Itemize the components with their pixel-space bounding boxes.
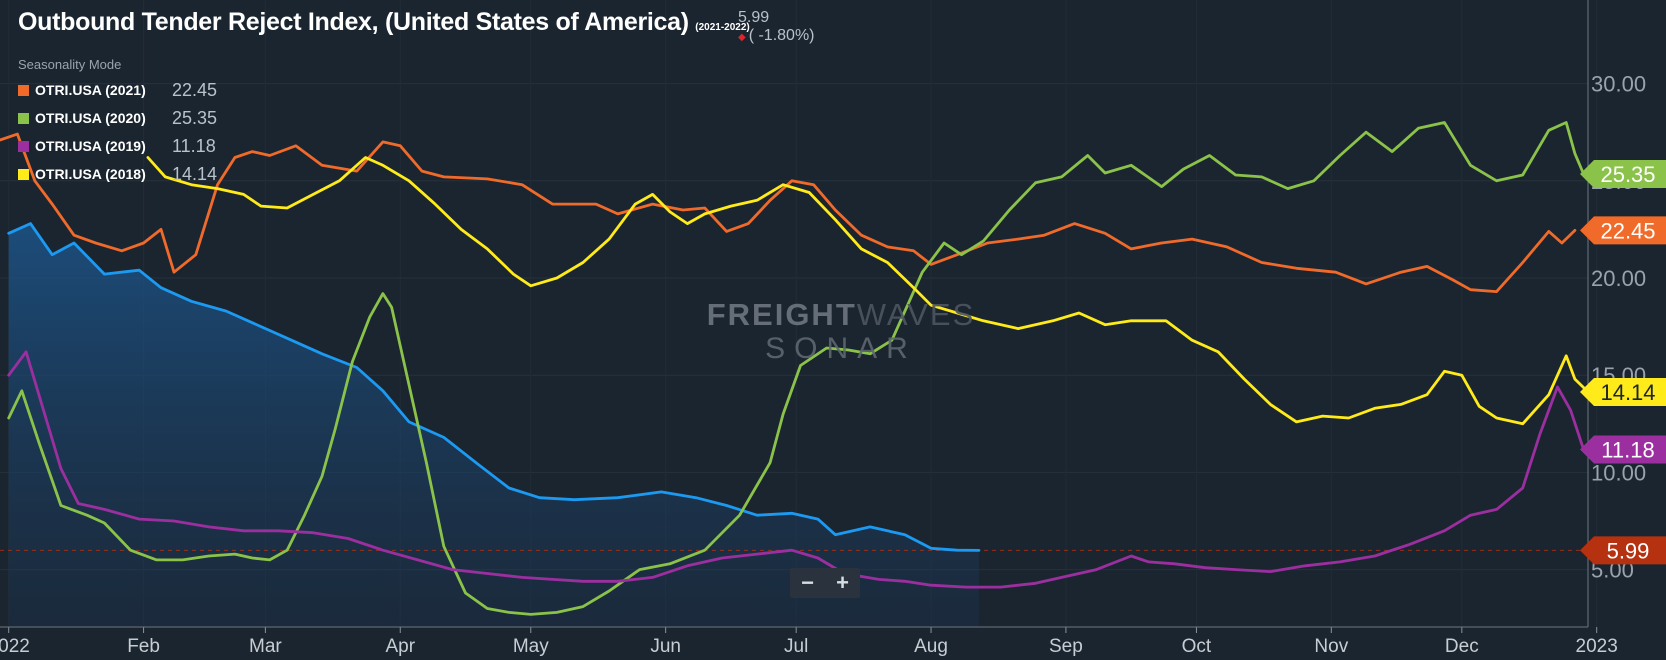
seasonality-mode-label: Seasonality Mode (18, 57, 122, 72)
series-lines (0, 121, 1590, 616)
x-tick-label: Jul (784, 636, 808, 657)
series-line (7, 121, 1585, 616)
series-line (146, 156, 1590, 426)
change-row: ◆( -1.80%) (738, 27, 815, 47)
series-area-fill (8, 223, 979, 627)
title-text: Outbound Tender Reject Index, (United St… (18, 8, 689, 36)
y-tick-label: 20.00 (1591, 266, 1646, 291)
change-value: ( -1.80%) (748, 27, 815, 44)
zoom-out-button[interactable]: − (801, 570, 814, 595)
legend-name: OTRI.USA (2019) (35, 138, 146, 154)
legend-value: 14.14 (172, 163, 218, 184)
x-tick-label: Oct (1182, 636, 1212, 657)
legend-item-2019[interactable]: OTRI.USA (2019) 11.18 (18, 132, 217, 160)
x-tick-label: Aug (914, 636, 948, 657)
end-value-tag (1580, 435, 1666, 464)
x-tick-label: Nov (1314, 636, 1348, 657)
legend-swatch (18, 112, 29, 124)
legend-name: OTRI.USA (2018) (35, 166, 146, 182)
end-value-tag (1580, 536, 1666, 565)
y-tick-label: 10.00 (1591, 460, 1646, 485)
down-arrow-icon: ◆ (738, 32, 746, 43)
x-tick-label: Dec (1445, 636, 1479, 657)
series-line (7, 222, 981, 552)
end-value-label: 5.99 (1607, 538, 1650, 563)
end-value-label: 22.45 (1600, 218, 1655, 243)
end-value-tag (1580, 377, 1666, 406)
zoom-controls: − + (790, 568, 860, 598)
end-value-label: 25.35 (1600, 162, 1655, 187)
legend-name: OTRI.USA (2020) (35, 110, 146, 126)
legend-swatch (18, 168, 29, 180)
legend-swatch (18, 140, 29, 152)
legend: OTRI.USA (2021) 22.45 OTRI.USA (2020) 25… (18, 76, 217, 188)
legend-value: 11.18 (172, 135, 216, 156)
end-value-tags: 5.99 22.45 25.35 11.18 14.14 (1580, 160, 1666, 565)
x-tick-label: 2022 (0, 636, 30, 657)
x-tick-label: 2023 (1576, 636, 1618, 657)
end-value-label: 11.18 (1601, 437, 1654, 462)
area-fill-layer (8, 223, 979, 627)
end-value-label: 14.14 (1600, 380, 1655, 405)
x-tick-label: Jun (650, 636, 681, 657)
chart-title: Outbound Tender Reject Index, (United St… (18, 8, 750, 37)
legend-value: 22.45 (172, 79, 218, 100)
x-tick-label: Feb (127, 636, 160, 657)
title-stats: 5.99 ◆( -1.80%) (738, 9, 815, 47)
legend-name: OTRI.USA (2021) (35, 82, 146, 98)
legend-item-2020[interactable]: OTRI.USA (2020) 25.35 (18, 104, 217, 132)
y-tick-label: 30.00 (1591, 72, 1646, 97)
x-tick-label: Apr (385, 636, 415, 657)
series-line (0, 132, 1577, 293)
legend-swatch (18, 84, 29, 96)
x-tick-label: Mar (249, 636, 282, 657)
series-line (7, 350, 1585, 589)
end-value-tag (1580, 216, 1666, 245)
legend-value: 25.35 (172, 107, 218, 128)
end-value-tag (1580, 160, 1666, 189)
x-tick-label: May (513, 636, 549, 657)
legend-item-2021[interactable]: OTRI.USA (2021) 22.45 (18, 76, 217, 104)
last-value: 5.99 (738, 9, 770, 26)
title-range: (2021-2022) (695, 22, 750, 33)
zoom-in-button[interactable]: + (836, 570, 849, 595)
x-tick-label: Sep (1049, 636, 1083, 657)
legend-item-2018[interactable]: OTRI.USA (2018) 14.14 (18, 160, 217, 188)
